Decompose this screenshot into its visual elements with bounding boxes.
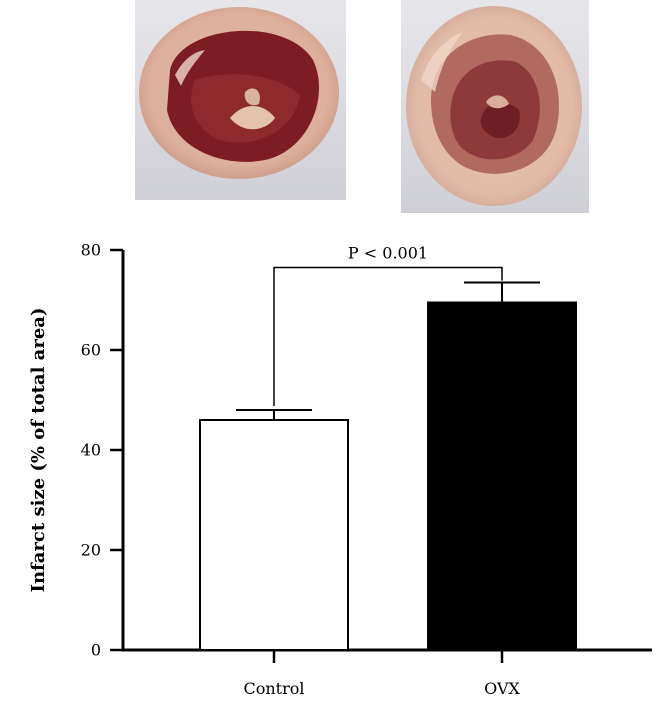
significance-bracket [273, 266, 503, 406]
bar-control [199, 419, 349, 651]
y-tick-label: 40 [81, 441, 101, 460]
y-tick-label: 60 [81, 341, 101, 360]
significance-label: P < 0.001 [348, 244, 428, 263]
heart-section-photo-ovx [401, 0, 589, 213]
y-axis-label: Infarct size (% of total area) [28, 308, 49, 593]
y-tick-label: 80 [81, 241, 101, 260]
y-tick-label: 20 [81, 541, 101, 560]
x-tick-label: Control [243, 679, 304, 698]
bar-ovx [427, 301, 577, 651]
y-tick-label: 0 [91, 641, 101, 660]
heart-section-photo-control [135, 0, 346, 200]
x-tick-label: OVX [484, 679, 520, 698]
